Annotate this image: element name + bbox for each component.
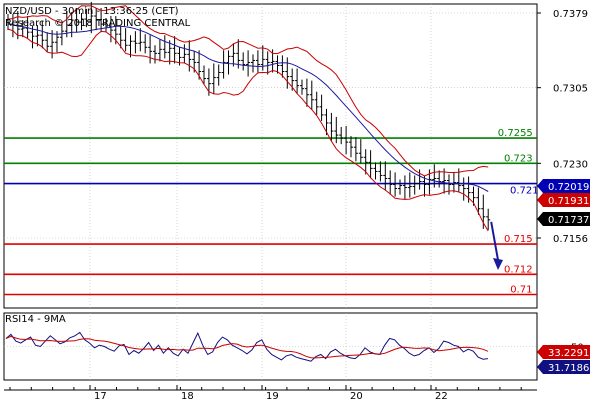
rsi-ma-value-box <box>537 345 590 359</box>
bollinger-upper-value-box <box>537 179 590 193</box>
y-tick-label: 0.7156 <box>553 234 588 245</box>
rsi-value: 31.7186 <box>548 363 589 374</box>
x-tick-label: 17 <box>94 391 107 400</box>
rsi-ma-value: 33.2291 <box>548 348 589 359</box>
chart-header-title: NZD/USD - 30min - 13:36:25 (CET) <box>5 6 179 17</box>
level-label: 0.715 <box>504 234 533 245</box>
candles <box>6 1 491 230</box>
current-price-value: 0.71737 <box>548 215 589 226</box>
bollinger-lower-line <box>7 28 489 232</box>
main-panel-frame <box>3 3 538 309</box>
rsi-title: RSI14 - 9MA <box>5 314 66 325</box>
y-tick-label: 0.7305 <box>553 84 588 95</box>
bollinger-upper-value: 0.72019 <box>548 182 589 193</box>
rsi-line <box>5 331 489 362</box>
x-tick-label: 18 <box>181 391 194 400</box>
bollinger-upper-line <box>7 5 489 177</box>
current-price-value-box <box>537 212 590 226</box>
rsi-ma-line <box>5 335 489 359</box>
level-label: 0.7255 <box>498 128 533 139</box>
level-label: 0.723 <box>504 153 533 164</box>
bollinger-lower-value-box <box>537 193 590 207</box>
level-label: 0.721 <box>510 186 539 197</box>
level-label: 0.712 <box>504 264 533 275</box>
y-tick-label: 0.7230 <box>553 159 588 170</box>
chart-header-copyright: Research © 2018 TRADING CENTRAL <box>5 18 191 29</box>
x-tick-label: 19 <box>266 391 279 400</box>
forecast-arrow-line <box>490 221 499 261</box>
x-tick-label: 20 <box>350 391 363 400</box>
rsi-value-box <box>537 360 590 374</box>
moving-average-line <box>7 23 489 192</box>
level-label: 0.71 <box>510 285 532 296</box>
forecast-arrow-head <box>493 258 503 270</box>
y-tick-label: 0.7379 <box>553 9 588 20</box>
bollinger-lower-value: 0.71931 <box>548 196 589 207</box>
x-tick-label: 22 <box>435 391 448 400</box>
